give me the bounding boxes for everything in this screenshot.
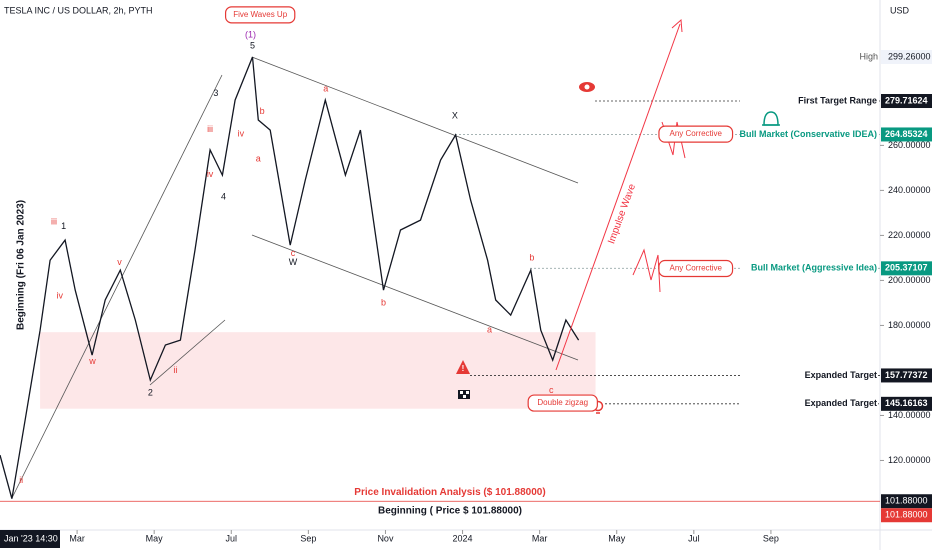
level-label: Price Invalidation Analysis ($ 101.88000…	[354, 487, 545, 498]
wave-label: 2	[148, 387, 153, 397]
level-label: First Target Range	[798, 95, 877, 105]
price-box	[881, 494, 932, 509]
wave-label: a	[487, 324, 492, 334]
wave-label: v	[117, 257, 122, 267]
arrow-head	[671, 18, 683, 33]
target-zone	[40, 332, 596, 409]
channel-bottom	[251, 234, 579, 361]
cursor-box	[0, 530, 60, 548]
y-tick-label: 220.00000	[888, 230, 931, 240]
wave-label: iii	[207, 124, 213, 134]
price-tag: 279.71624	[885, 95, 928, 105]
x-tick-label: May	[146, 533, 164, 543]
label-bg	[740, 396, 878, 411]
wave-label: W	[289, 257, 298, 267]
wave-label: a	[323, 83, 328, 93]
price-tag: 205.37107	[885, 263, 928, 273]
x-tick-label: Mar	[532, 533, 548, 543]
rising-bottom	[149, 319, 226, 386]
wave-label: 1	[61, 221, 66, 231]
start-price-label: Beginning ( Price $ 101.88000)	[378, 506, 522, 517]
trendlines	[11, 56, 579, 499]
wave-label: 5	[250, 41, 255, 51]
level-label: Expanded Target	[805, 398, 877, 408]
wave-label: a	[256, 153, 261, 163]
note-box	[224, 6, 296, 24]
x-tick-label: Jul	[226, 533, 238, 543]
currency: USD	[890, 5, 910, 15]
price-tag: 101.88000	[885, 496, 928, 506]
x-tick-label: Sep	[763, 533, 779, 543]
x-tick-label: 2024	[453, 533, 473, 543]
x-tick-label: May	[608, 533, 626, 543]
wave-label: b	[260, 106, 265, 116]
cursor-label: Jan '23 14:30	[4, 533, 58, 543]
wave-label: b	[529, 252, 534, 262]
y-tick-label: 200.00000	[888, 275, 931, 285]
level-label: Bull Market (Conservative IDEA)	[739, 129, 877, 139]
y-tick-label: 120.00000	[888, 455, 931, 465]
high-price: 299.26000	[888, 51, 931, 61]
note-box	[658, 259, 734, 278]
wave-label: ii	[19, 475, 23, 485]
label-bg	[740, 94, 878, 109]
note-text: Any Corrective	[670, 129, 723, 138]
note-box	[527, 394, 598, 412]
start-label: Beginning (Fri 06 Jan 2023)	[16, 200, 27, 330]
label-bg	[740, 261, 878, 276]
impulse-arrow	[555, 23, 681, 371]
wave-label: c	[549, 385, 554, 395]
wave-label: iv	[207, 169, 214, 179]
wave-label: 4	[221, 192, 226, 202]
wave-label: c	[291, 248, 296, 258]
svg-text:!: !	[462, 364, 465, 373]
label-bg	[740, 127, 878, 142]
price-tag: 145.16163	[885, 398, 928, 408]
note-text: Any Corrective	[670, 264, 723, 273]
wave-label: ii	[173, 365, 177, 375]
price-box	[881, 127, 932, 142]
price-box	[881, 261, 932, 276]
price-box	[881, 94, 932, 109]
wave-label: 3	[213, 88, 218, 98]
note-box	[658, 125, 734, 143]
y-tick-label: 140.00000	[888, 410, 931, 420]
y-tick-label: 260.00000	[888, 140, 931, 150]
price-tag: 264.85324	[885, 129, 928, 139]
note-text: Five Waves Up	[233, 10, 287, 19]
x-tick-label: Nov	[377, 533, 394, 543]
price-box	[881, 508, 932, 523]
wave-label: X	[452, 111, 458, 121]
wave-label: iv	[238, 129, 245, 139]
x-tick-label: Mar	[69, 533, 85, 543]
channel-top	[251, 56, 579, 184]
high-box	[881, 50, 932, 65]
price-box	[881, 396, 932, 411]
y-tick-label: 180.00000	[888, 320, 931, 330]
price-tag: 101.88000	[885, 510, 928, 520]
wave-label: iii	[51, 216, 57, 226]
wave-label: iv	[56, 291, 63, 301]
wave-label: w	[88, 356, 96, 366]
wave-label: b	[381, 297, 386, 307]
x-tick-label: Jul	[688, 533, 700, 543]
price-line	[0, 56, 580, 499]
chart-title: TESLA INC / US DOLLAR, 2h, PYTH	[4, 5, 153, 15]
warning-icon: !	[456, 360, 470, 374]
price-box	[881, 368, 932, 383]
price-tag: 157.77372	[885, 370, 928, 380]
note-text: Double zigzag	[537, 398, 588, 407]
rising-top	[11, 74, 223, 499]
high-label: High	[859, 51, 878, 61]
wave-label: (1)	[245, 29, 256, 39]
flag-icon	[458, 390, 470, 399]
level-label: Bull Market (Aggressive Idea)	[751, 263, 877, 273]
eye-icon	[579, 82, 595, 92]
y-tick-label: 240.00000	[888, 185, 931, 195]
level-label: Expanded Target	[805, 370, 877, 380]
label-bg	[740, 368, 878, 383]
bell-icon	[762, 111, 780, 126]
x-tick-label: Sep	[300, 533, 316, 543]
